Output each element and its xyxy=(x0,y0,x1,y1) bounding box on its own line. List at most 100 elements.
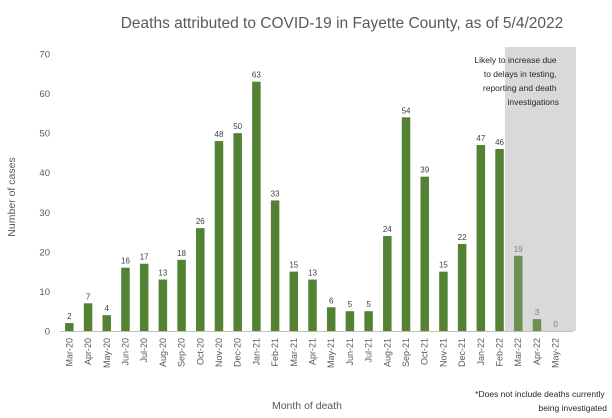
x-tick-label: Jul-21 xyxy=(364,338,374,363)
x-tick-label: Mar-22 xyxy=(513,338,523,367)
bar xyxy=(177,259,186,331)
data-label: 39 xyxy=(420,166,429,175)
bar xyxy=(196,228,205,331)
bar xyxy=(65,323,74,331)
x-tick-label: Sep-20 xyxy=(177,338,187,367)
bar xyxy=(476,145,486,331)
bar xyxy=(158,279,168,331)
bar xyxy=(121,267,130,331)
bar xyxy=(532,319,542,331)
data-label: 63 xyxy=(252,71,261,80)
footnote: *Does not include deaths currently being… xyxy=(475,389,607,413)
bar xyxy=(308,279,317,331)
bar xyxy=(457,243,467,331)
y-axis-title: Number of cases xyxy=(6,157,18,236)
bar xyxy=(513,255,523,331)
data-label: 19 xyxy=(514,245,523,254)
x-tick-label: Jan-22 xyxy=(476,338,486,366)
y-tick-label: 70 xyxy=(39,50,50,61)
x-tick-label: Jan-21 xyxy=(251,338,261,366)
x-tick-label: Apr-20 xyxy=(83,338,93,365)
data-label: 50 xyxy=(233,122,242,131)
x-tick-label: Apr-22 xyxy=(532,338,542,365)
data-label: 33 xyxy=(271,189,280,198)
data-label: 47 xyxy=(476,134,485,143)
x-tick-label: Apr-21 xyxy=(308,338,318,365)
bar xyxy=(345,311,355,331)
chart-title: Deaths attributed to COVID-19 in Fayette… xyxy=(121,15,564,32)
data-label: 0 xyxy=(553,320,558,329)
data-label: 7 xyxy=(86,292,91,301)
bar xyxy=(439,271,448,331)
bar xyxy=(401,117,411,331)
bar xyxy=(495,148,504,331)
highlight-note-line: reporting and death xyxy=(483,83,557,93)
x-tick-label: Jul-20 xyxy=(139,338,149,363)
data-label: 26 xyxy=(196,217,205,226)
data-label: 54 xyxy=(402,106,411,115)
x-tick-label: Aug-20 xyxy=(158,338,168,367)
bar xyxy=(289,271,299,331)
x-tick-label: Oct-21 xyxy=(420,338,430,365)
data-label: 22 xyxy=(458,233,467,242)
x-tick-label: Jun-20 xyxy=(120,338,130,366)
bar xyxy=(233,133,242,331)
x-tick-label: Mar-20 xyxy=(64,338,74,367)
footnote-line: *Does not include deaths currently xyxy=(475,389,605,399)
data-label: 5 xyxy=(348,300,353,309)
x-tick-label: Feb-22 xyxy=(495,338,505,367)
bar xyxy=(420,176,429,331)
x-tick-label: Jun-21 xyxy=(345,338,355,366)
y-tick-label: 50 xyxy=(39,129,50,140)
x-tick-label: Sep-21 xyxy=(401,338,411,367)
data-label: 46 xyxy=(495,138,504,147)
x-tick-label: Dec-21 xyxy=(457,338,467,367)
x-tick-label: Dec-20 xyxy=(233,338,243,367)
x-tick-label: May-20 xyxy=(102,338,112,368)
bar xyxy=(326,307,336,331)
bar xyxy=(83,303,93,331)
bar xyxy=(364,311,373,331)
x-axis-title: Month of death xyxy=(272,400,342,412)
data-label: 24 xyxy=(383,225,392,234)
y-tick-label: 40 xyxy=(39,168,50,179)
y-tick-label: 30 xyxy=(39,208,50,219)
highlight-note-line: Likely to increase due xyxy=(474,55,556,65)
data-label: 16 xyxy=(121,257,130,266)
highlight-note-line: investigations xyxy=(507,97,559,107)
y-tick-label: 20 xyxy=(39,247,50,258)
y-tick-label: 60 xyxy=(39,89,50,100)
data-label: 4 xyxy=(105,304,110,313)
data-label: 18 xyxy=(177,249,186,258)
data-label: 13 xyxy=(158,269,167,278)
highlight-note: Likely to increase due to delays in test… xyxy=(474,55,559,107)
data-label: 13 xyxy=(308,269,317,278)
x-tick-label: Nov-20 xyxy=(214,338,224,367)
data-label: 6 xyxy=(329,296,334,305)
x-tick-label: May-22 xyxy=(551,338,561,368)
bar xyxy=(252,81,261,331)
x-tick-label: Feb-21 xyxy=(270,338,280,367)
bar xyxy=(270,200,280,331)
data-label: 2 xyxy=(67,312,72,321)
data-label: 15 xyxy=(289,261,298,270)
data-label: 5 xyxy=(366,300,371,309)
label-layer: 2 Mar-20 7 Apr-20 4 May-20 16 Jun-20 17 Jul-20 13 A… xyxy=(64,71,560,368)
footnote-line: being investigated xyxy=(538,403,607,413)
data-label: 48 xyxy=(215,130,224,139)
bar xyxy=(383,236,392,331)
bar xyxy=(214,141,224,331)
data-label: 15 xyxy=(439,261,448,270)
data-label: 3 xyxy=(535,308,540,317)
bar xyxy=(139,263,149,331)
x-tick-label: Aug-21 xyxy=(382,338,392,367)
x-tick-label: Oct-20 xyxy=(195,338,205,365)
x-tick-label: May-21 xyxy=(326,338,336,368)
y-tick-label: 0 xyxy=(45,327,50,338)
bar-layer xyxy=(65,81,542,331)
bar xyxy=(102,315,112,331)
y-tick-label: 10 xyxy=(39,287,50,298)
